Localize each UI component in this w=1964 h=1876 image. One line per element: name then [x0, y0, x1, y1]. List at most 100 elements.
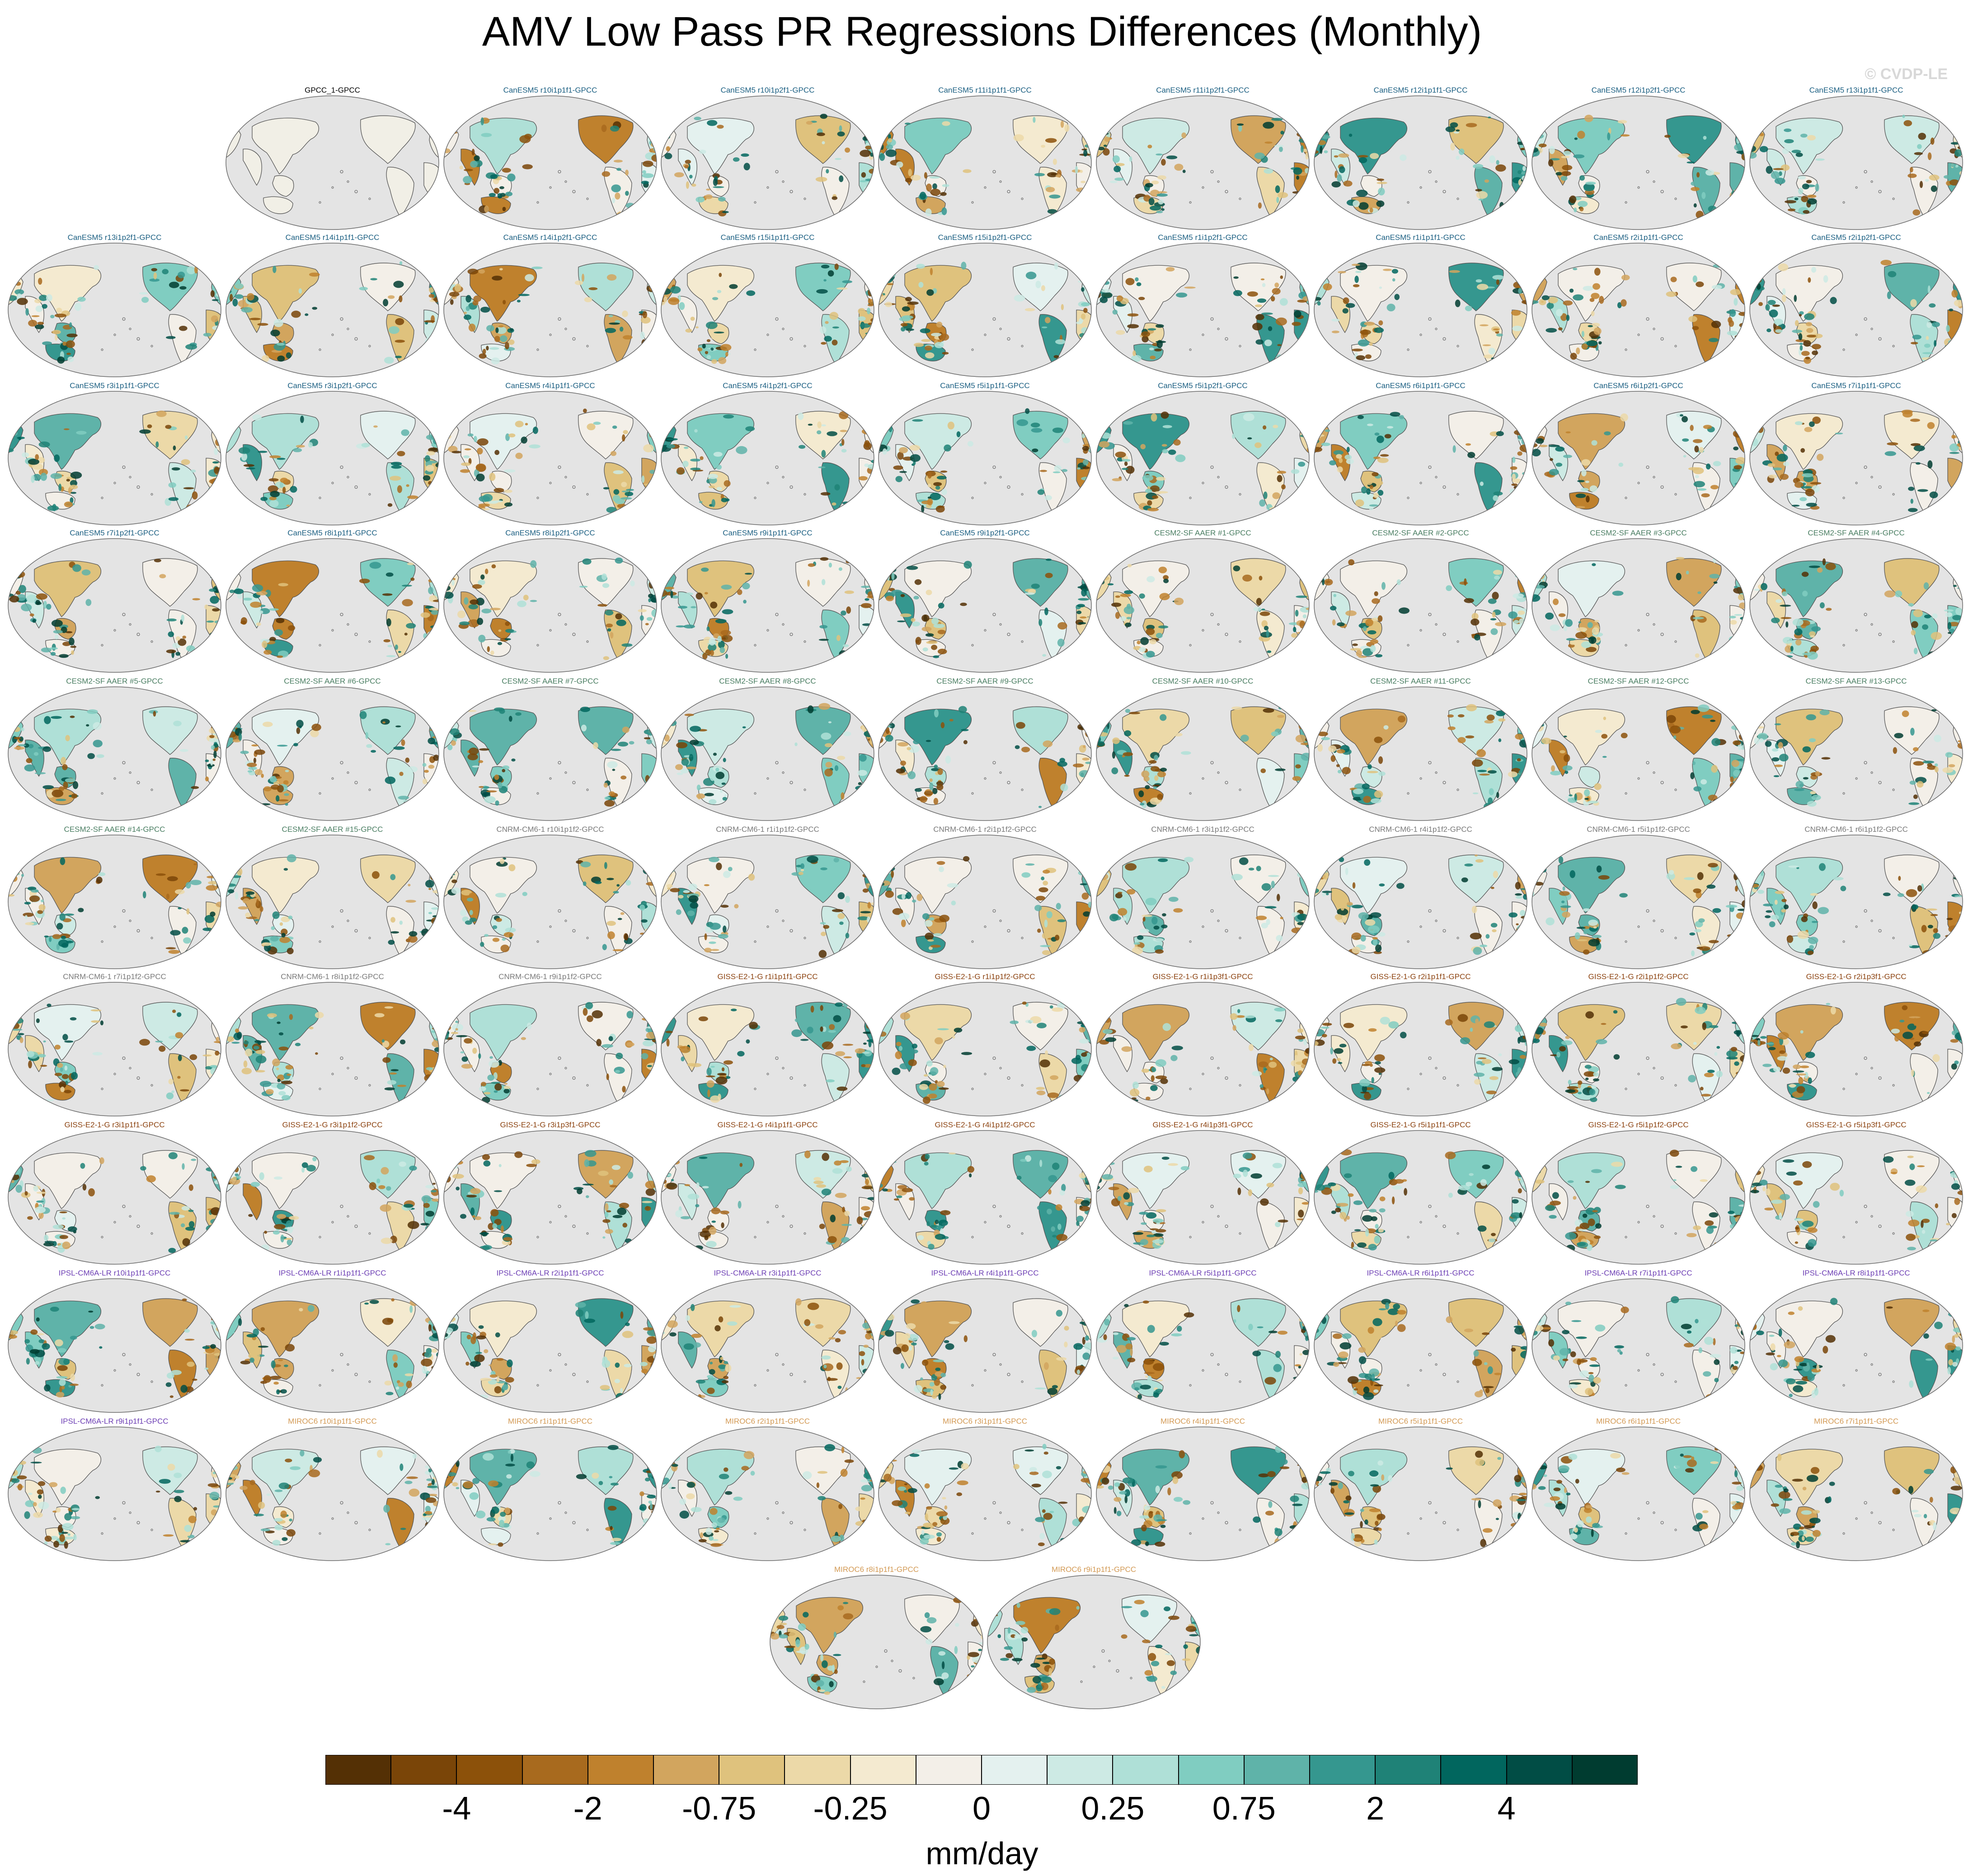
anomaly-patch: [1495, 622, 1507, 626]
anomaly-patch: [684, 165, 689, 169]
anomaly-patch: [1774, 319, 1783, 325]
anomaly-patch: [1713, 461, 1721, 466]
anomaly-patch: [58, 483, 62, 491]
anomaly-patch: [291, 310, 301, 318]
anomaly-patch: [426, 451, 435, 455]
anomaly-patch: [1910, 342, 1918, 345]
anomaly-patch: [1081, 302, 1090, 306]
anomaly-patch: [193, 863, 197, 865]
anomaly-patch: [651, 188, 657, 190]
anomaly-patch: [688, 883, 698, 891]
anomaly-patch: [226, 424, 229, 428]
anomaly-patch: [1062, 469, 1068, 472]
anomaly-patch: [1239, 857, 1249, 865]
landmass: [34, 413, 102, 470]
anomaly-patch: [42, 746, 52, 752]
island-outline: [1428, 761, 1432, 764]
anomaly-patch: [400, 1039, 406, 1045]
anomaly-patch: [1254, 152, 1265, 159]
anomaly-patch: [1118, 908, 1128, 916]
anomaly-patch: [723, 925, 727, 933]
island-outline: [1457, 788, 1459, 791]
anomaly-patch: [1343, 297, 1349, 304]
anomaly-patch: [1489, 155, 1495, 164]
map-panel-label: CanESM5 r10i1p2f1-GPCC: [720, 86, 815, 94]
anomaly-patch: [1758, 302, 1763, 306]
anomaly-patch: [594, 881, 602, 884]
island-outline: [368, 345, 371, 347]
anomaly-patch: [843, 731, 851, 736]
anomaly-patch: [606, 507, 617, 513]
anomaly-patch: [1701, 493, 1710, 497]
anomaly-patch: [1107, 583, 1114, 586]
anomaly-patch: [42, 341, 52, 346]
anomaly-patch: [716, 464, 722, 470]
anomaly-patch: [1377, 457, 1389, 463]
anomaly-patch: [1560, 905, 1571, 908]
anomaly-patch: [1391, 269, 1398, 274]
anomaly-patch: [174, 889, 185, 895]
anomaly-patch: [832, 502, 836, 506]
island-outline: [564, 771, 567, 774]
anomaly-patch: [863, 1042, 867, 1045]
anomaly-patch: [1912, 904, 1918, 910]
anomaly-patch: [699, 501, 703, 503]
anomaly-patch: [434, 1013, 439, 1022]
anomaly-patch: [666, 146, 671, 151]
anomaly-patch: [1484, 179, 1489, 183]
anomaly-patch: [1581, 331, 1584, 338]
island-outline: [129, 328, 132, 330]
precip-regression-map: [1749, 835, 1963, 969]
anomaly-patch: [602, 583, 610, 588]
anomaly-patch: [33, 474, 42, 481]
anomaly-patch: [465, 295, 471, 303]
anomaly-patch: [69, 322, 72, 328]
island-outline: [1210, 909, 1214, 913]
anomaly-patch: [1021, 746, 1030, 753]
anomaly-patch: [1598, 341, 1602, 345]
anomaly-patch: [1131, 355, 1142, 362]
anomaly-patch: [1810, 893, 1818, 896]
precip-regression-map: [661, 835, 874, 969]
anomaly-patch: [490, 650, 494, 655]
anomaly-patch: [1354, 276, 1359, 283]
anomaly-patch: [611, 628, 620, 633]
anomaly-patch: [212, 461, 219, 464]
anomaly-patch: [1302, 274, 1309, 281]
anomaly-patch: [934, 764, 938, 769]
anomaly-patch: [700, 456, 704, 460]
anomaly-patch: [385, 572, 394, 577]
anomaly-patch: [857, 916, 869, 920]
anomaly-patch: [315, 1012, 324, 1018]
anomaly-patch: [1584, 114, 1593, 122]
anomaly-patch: [517, 300, 521, 303]
anomaly-patch: [494, 336, 500, 342]
map-border: [1532, 686, 1745, 821]
anomaly-patch: [1086, 337, 1090, 342]
anomaly-patch: [867, 916, 870, 923]
anomaly-patch: [1076, 321, 1082, 324]
island-outline: [1637, 333, 1640, 336]
map-panel-label: CESM2-SF AAER #4-GPCC: [1808, 529, 1905, 537]
island-outline: [1878, 485, 1882, 489]
anomaly-patch: [295, 1042, 301, 1046]
anomaly-patch: [1669, 725, 1681, 734]
island-outline: [775, 465, 779, 469]
anomaly-patch: [587, 423, 596, 431]
anomaly-patch: [494, 450, 500, 455]
anomaly-patch: [1033, 117, 1036, 123]
anomaly-patch: [1476, 284, 1489, 290]
anomaly-patch: [71, 793, 78, 799]
anomaly-patch: [66, 340, 75, 348]
anomaly-patch: [431, 610, 439, 615]
anomaly-patch: [1795, 421, 1803, 425]
precip-regression-map: [443, 243, 657, 377]
anomaly-patch: [181, 614, 185, 622]
anomaly-patch: [920, 328, 930, 333]
island-outline: [789, 633, 793, 636]
anomaly-patch: [891, 870, 894, 878]
anomaly-patch: [66, 631, 73, 633]
anomaly-patch: [147, 424, 152, 428]
anomaly-patch: [960, 602, 967, 606]
anomaly-patch: [1305, 425, 1309, 431]
